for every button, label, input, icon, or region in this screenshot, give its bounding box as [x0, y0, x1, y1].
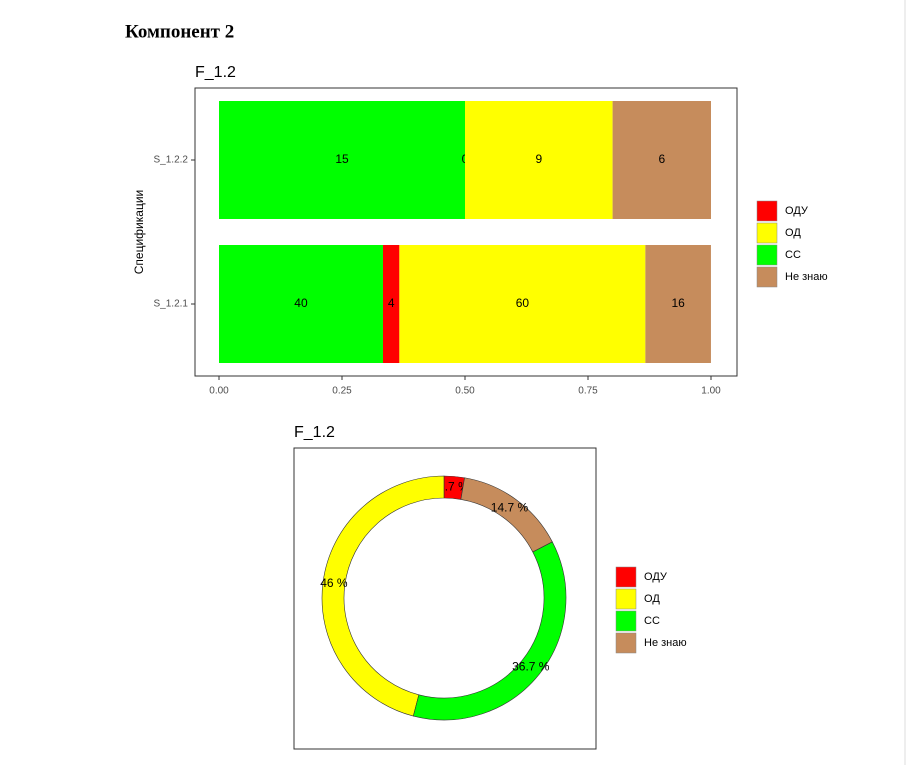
panel [194, 87, 738, 377]
legend-label: СС [785, 249, 801, 261]
bar-segment [612, 101, 711, 219]
legend-key [756, 222, 778, 244]
bar-count-label: 40 [294, 296, 308, 310]
bar-count-label: 9 [535, 152, 542, 166]
bar-segment [219, 101, 465, 219]
legend-label: Не знаю [785, 271, 828, 283]
bar-count-label: 60 [516, 296, 530, 310]
bar-segment [219, 245, 383, 363]
y-tick-label: S_1.2.2 [154, 155, 189, 166]
legend-key [615, 632, 637, 654]
legend-key [756, 200, 778, 222]
bar-segment [645, 245, 711, 363]
y-tick-label: S_1.2.1 [154, 299, 189, 310]
legend-label: ОД [785, 227, 801, 239]
x-tick-label: 0.75 [578, 386, 598, 397]
donut-slice [321, 475, 445, 717]
chart-title: F_1.2 [195, 64, 236, 81]
legend-label: СС [644, 615, 660, 627]
legend-key [615, 566, 637, 588]
x-tick-label: 0.00 [209, 386, 229, 397]
bar-segment [399, 245, 646, 363]
legend-key [615, 588, 637, 610]
x-tick-label: 0.50 [455, 386, 475, 397]
slice-label: 46 % [320, 576, 348, 590]
x-tick-label: 1.00 [701, 386, 721, 397]
legend-key [615, 610, 637, 632]
page-heading: Компонент 2 [125, 21, 234, 42]
panel [293, 447, 597, 750]
legend-label: ОДУ [644, 571, 668, 583]
x-tick-label: 0.25 [332, 386, 352, 397]
slice-label: 36.7 % [512, 659, 550, 673]
chart-title: F_1.2 [294, 424, 335, 441]
legend-label: ОД [644, 593, 660, 605]
bar-count-label: 4 [388, 296, 395, 310]
slice-label: 14.7 % [491, 501, 529, 515]
legend-label: Не знаю [644, 637, 687, 649]
legend-label: ОДУ [785, 205, 809, 217]
legend-key [756, 244, 778, 266]
legend-key [756, 266, 778, 288]
bar-count-label: 6 [658, 152, 665, 166]
bar-count-label: 16 [671, 296, 685, 310]
slice-label: 2.7 % [438, 480, 469, 494]
y-axis-title: Спецификации [132, 190, 146, 274]
bar-segment [382, 245, 400, 363]
donut-slice [460, 477, 553, 553]
bar-segment [465, 101, 613, 219]
bar-count-label: 15 [335, 152, 349, 166]
